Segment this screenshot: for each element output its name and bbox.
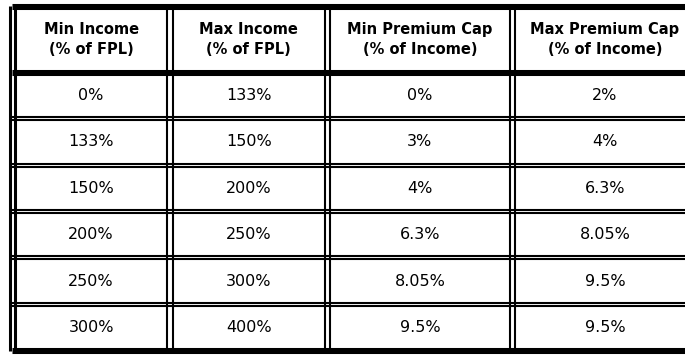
- Text: 9.5%: 9.5%: [584, 320, 625, 335]
- Text: 400%: 400%: [226, 320, 271, 335]
- Bar: [12, 72, 170, 119]
- Bar: [170, 6, 327, 72]
- Bar: [327, 258, 512, 304]
- Text: 8.05%: 8.05%: [580, 227, 630, 242]
- Bar: [512, 165, 685, 211]
- Bar: [512, 119, 685, 165]
- Text: 4%: 4%: [407, 181, 433, 196]
- Bar: [327, 6, 512, 72]
- Text: 200%: 200%: [68, 227, 114, 242]
- Bar: [12, 211, 170, 258]
- Bar: [327, 211, 512, 258]
- Text: 150%: 150%: [226, 135, 271, 150]
- Text: 300%: 300%: [68, 320, 114, 335]
- Text: 150%: 150%: [68, 181, 114, 196]
- Text: 200%: 200%: [226, 181, 271, 196]
- Text: Min Income
(% of FPL): Min Income (% of FPL): [44, 22, 138, 56]
- Bar: [12, 258, 170, 304]
- Text: Max Income
(% of FPL): Max Income (% of FPL): [199, 22, 298, 56]
- Bar: [170, 211, 327, 258]
- Text: 9.5%: 9.5%: [584, 273, 625, 288]
- Text: 250%: 250%: [226, 227, 271, 242]
- Bar: [170, 72, 327, 119]
- Text: 2%: 2%: [592, 88, 618, 103]
- Bar: [327, 119, 512, 165]
- Text: 9.5%: 9.5%: [399, 320, 440, 335]
- Text: 250%: 250%: [68, 273, 114, 288]
- Text: 8.05%: 8.05%: [395, 273, 445, 288]
- Bar: [512, 304, 685, 351]
- Text: 0%: 0%: [407, 88, 433, 103]
- Bar: [512, 6, 685, 72]
- Bar: [12, 304, 170, 351]
- Bar: [12, 119, 170, 165]
- Bar: [512, 258, 685, 304]
- Text: 3%: 3%: [408, 135, 432, 150]
- Bar: [12, 6, 170, 72]
- Bar: [170, 258, 327, 304]
- Text: 133%: 133%: [68, 135, 114, 150]
- Text: 300%: 300%: [226, 273, 271, 288]
- Bar: [512, 211, 685, 258]
- Bar: [512, 72, 685, 119]
- Bar: [170, 119, 327, 165]
- Bar: [327, 165, 512, 211]
- Bar: [327, 304, 512, 351]
- Bar: [170, 165, 327, 211]
- Bar: [12, 165, 170, 211]
- Text: 6.3%: 6.3%: [584, 181, 625, 196]
- Bar: [170, 304, 327, 351]
- Text: 4%: 4%: [592, 135, 618, 150]
- Text: 6.3%: 6.3%: [399, 227, 440, 242]
- Text: 0%: 0%: [78, 88, 104, 103]
- Text: Max Premium Cap
(% of Income): Max Premium Cap (% of Income): [530, 22, 680, 56]
- Text: 133%: 133%: [226, 88, 271, 103]
- Text: Min Premium Cap
(% of Income): Min Premium Cap (% of Income): [347, 22, 493, 56]
- Bar: [327, 72, 512, 119]
